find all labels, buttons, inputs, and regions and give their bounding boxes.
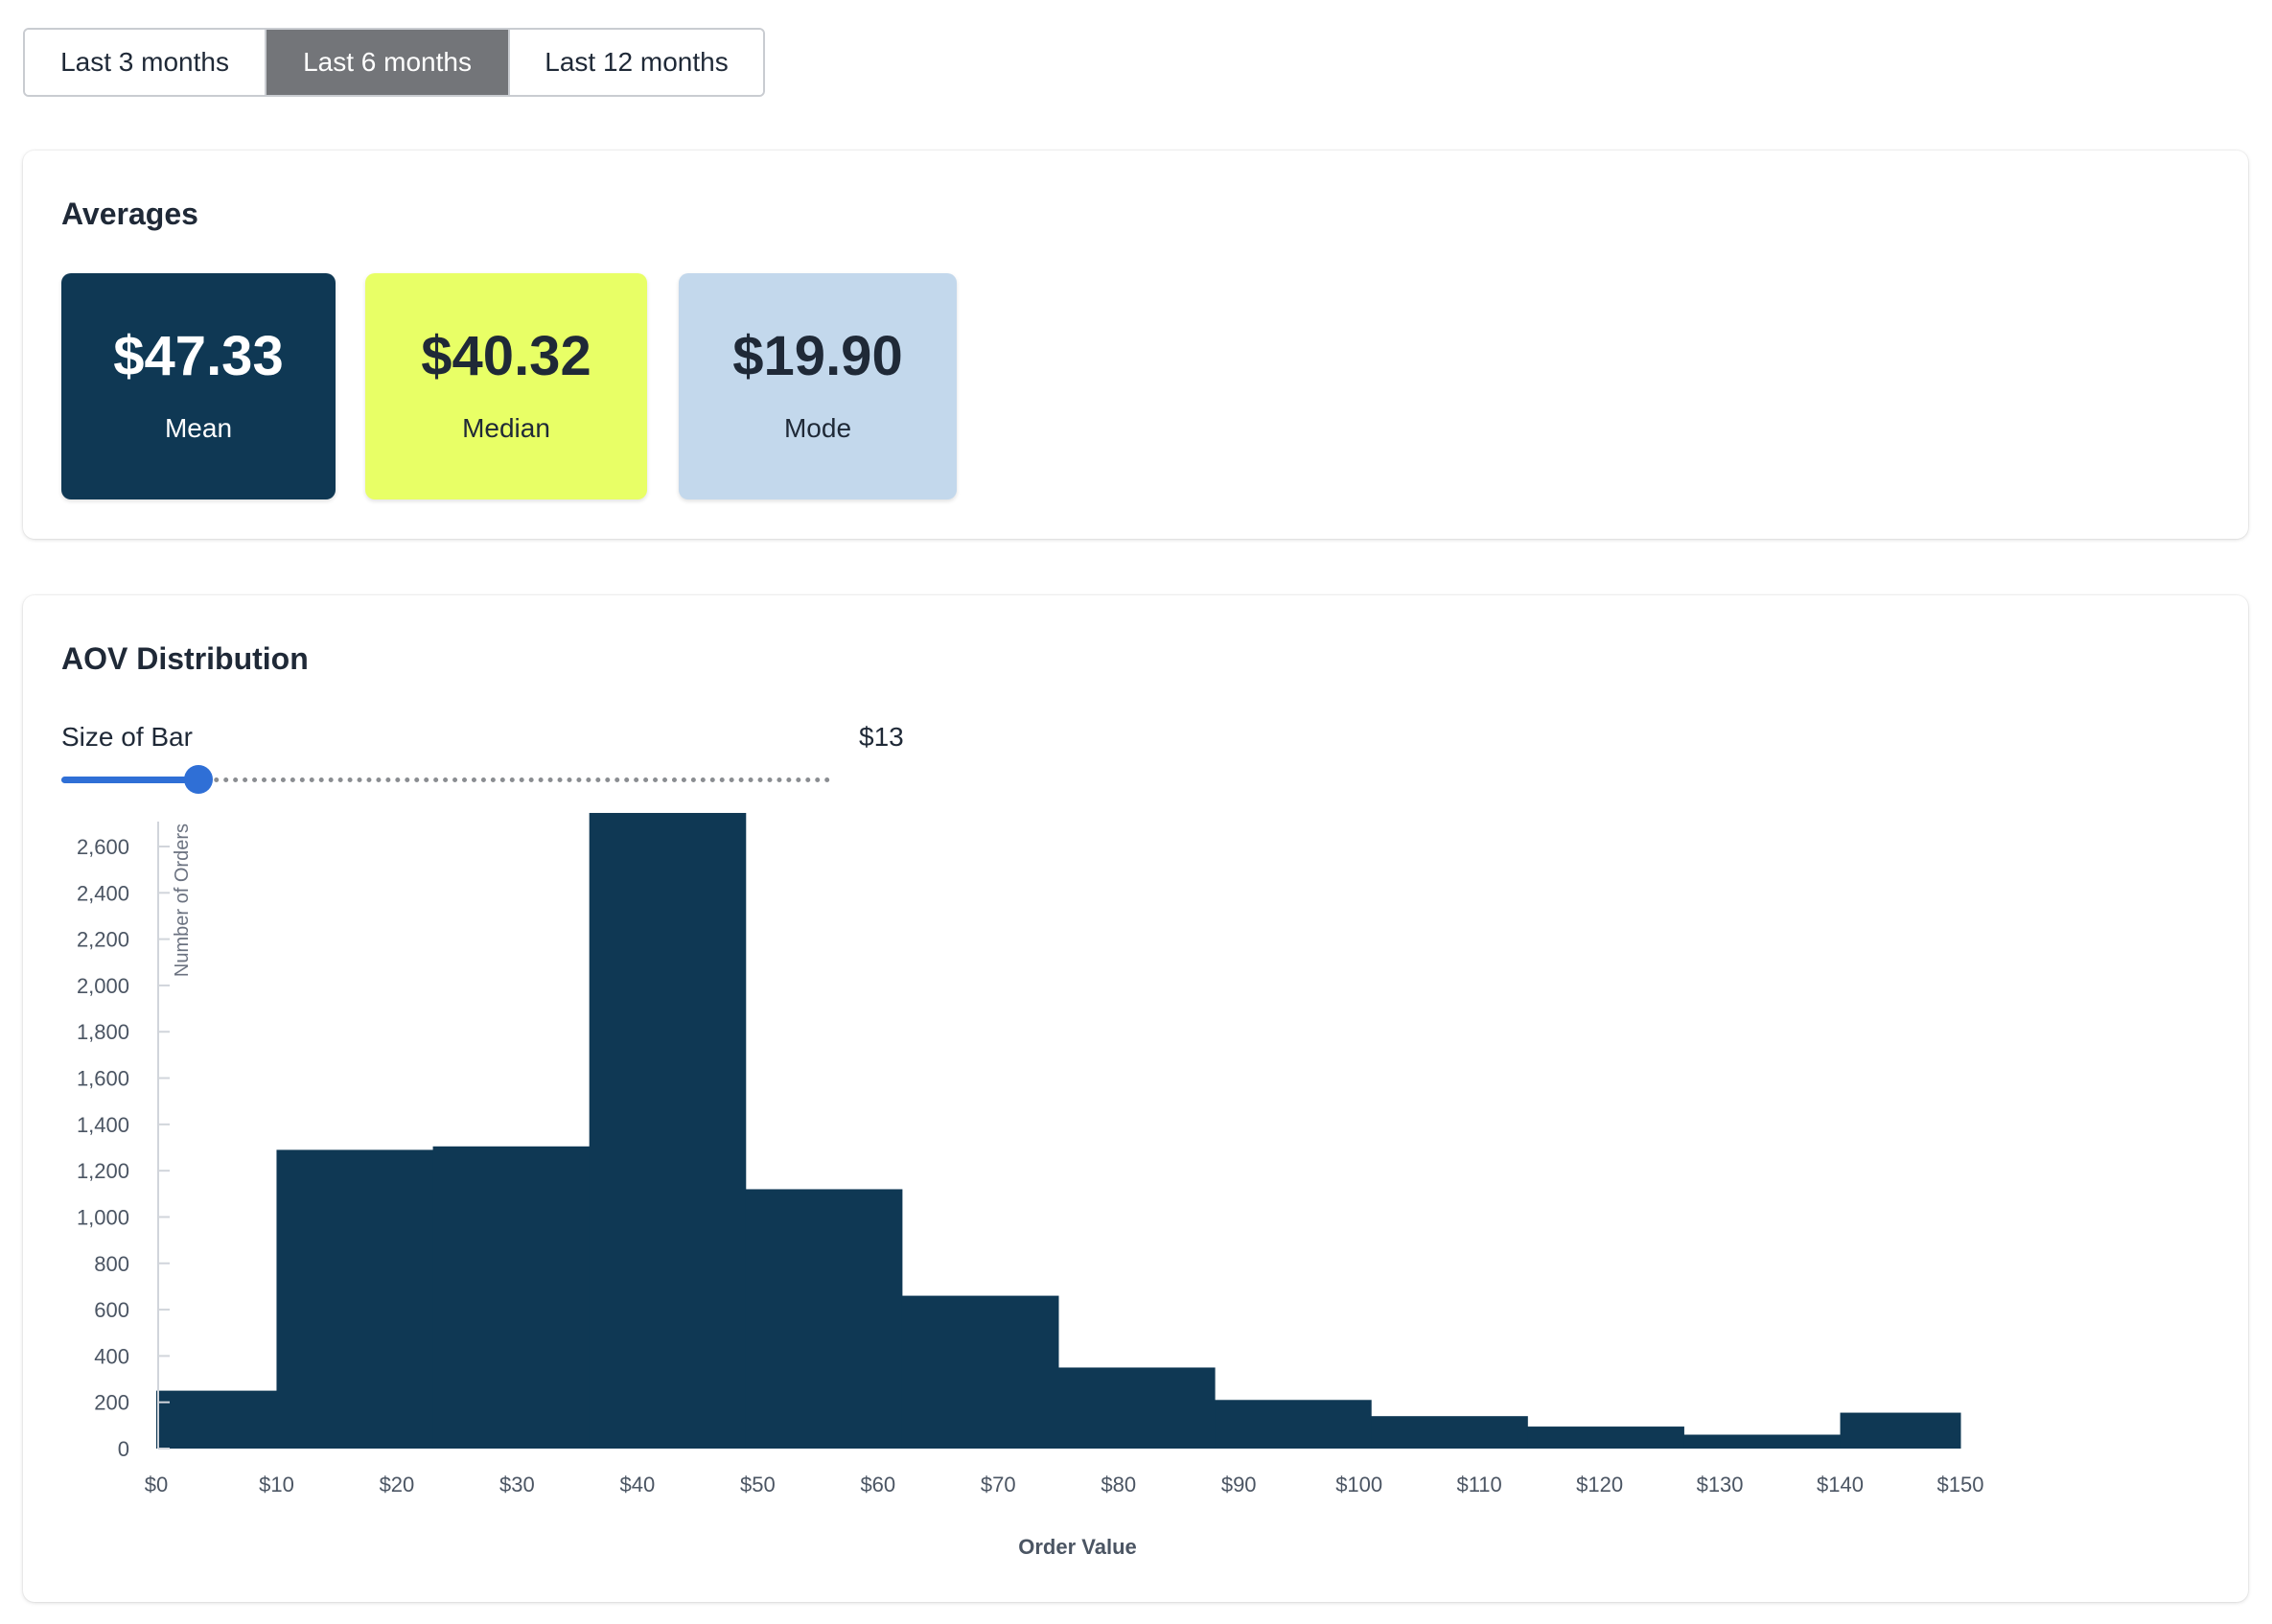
x-tick-label: $80 bbox=[1101, 1473, 1136, 1496]
x-tick-label: $70 bbox=[981, 1473, 1016, 1496]
histogram-bar bbox=[432, 1146, 591, 1449]
x-tick-label: $20 bbox=[380, 1473, 415, 1496]
histogram-bar bbox=[1527, 1427, 1684, 1449]
y-tick-label: 800 bbox=[94, 1252, 129, 1276]
histogram-bar bbox=[1840, 1412, 1961, 1449]
range-button-3-months[interactable]: Last 3 months bbox=[25, 30, 265, 95]
x-tick-label: $100 bbox=[1335, 1473, 1382, 1496]
histogram-bar bbox=[276, 1149, 434, 1449]
y-tick-label: 1,600 bbox=[77, 1067, 129, 1091]
range-button-12-months[interactable]: Last 12 months bbox=[508, 30, 763, 95]
histogram-bar bbox=[589, 812, 747, 1449]
histogram-bar bbox=[1371, 1416, 1528, 1449]
averages-card: Averages $47.33 Mean $40.32 Median $19.9… bbox=[23, 151, 2248, 539]
slider-fill bbox=[61, 777, 198, 783]
averages-title: Averages bbox=[61, 197, 198, 231]
median-value: $40.32 bbox=[421, 325, 591, 387]
aov-histogram-chart: 0 200 400 600 800 1,000 1,200 1,400 1,600 1,800 2,… bbox=[77, 812, 1984, 1559]
x-tick-label: $30 bbox=[499, 1473, 535, 1496]
y-tick-label: 2,000 bbox=[77, 974, 129, 998]
x-axis-title: Order Value bbox=[1018, 1535, 1137, 1559]
x-tick-label: $10 bbox=[259, 1473, 294, 1496]
histogram-bar bbox=[156, 1390, 277, 1449]
y-tick-label: 1,000 bbox=[77, 1205, 129, 1229]
mode-value: $19.90 bbox=[732, 325, 903, 387]
date-range-selector: Last 3 months Last 6 months Last 12 mont… bbox=[23, 28, 765, 97]
x-tick-label: $150 bbox=[1937, 1473, 1984, 1496]
mean-value: $47.33 bbox=[113, 325, 284, 387]
y-tick-label: 1,400 bbox=[77, 1113, 129, 1137]
x-tick-label: $110 bbox=[1456, 1473, 1501, 1496]
histogram-bar bbox=[1683, 1434, 1842, 1449]
mode-stat-tile: $19.90 Mode bbox=[679, 273, 957, 499]
slider-thumb[interactable] bbox=[183, 765, 213, 794]
y-tick-label: 2,200 bbox=[77, 928, 129, 952]
median-stat-tile: $40.32 Median bbox=[365, 273, 647, 499]
distribution-title: AOV Distribution bbox=[61, 641, 309, 676]
y-tick-label: 1,800 bbox=[77, 1020, 129, 1044]
x-tick-label: $130 bbox=[1697, 1473, 1744, 1496]
x-tick-label: $140 bbox=[1817, 1473, 1864, 1496]
x-tick-label: $60 bbox=[860, 1473, 895, 1496]
y-tick-label: 1,200 bbox=[77, 1159, 129, 1183]
y-tick-label: 200 bbox=[94, 1391, 129, 1415]
x-tick-label: $90 bbox=[1221, 1473, 1257, 1496]
y-tick-label: 2,600 bbox=[77, 835, 129, 859]
mode-label: Mode bbox=[783, 413, 852, 443]
x-tick-label: $50 bbox=[740, 1473, 776, 1496]
median-label: Median bbox=[462, 413, 550, 443]
histogram-bar bbox=[1215, 1400, 1372, 1449]
histogram-bar bbox=[745, 1189, 903, 1449]
x-tick-label: $0 bbox=[145, 1473, 168, 1496]
histogram-bar bbox=[901, 1295, 1059, 1449]
y-axis-title: Number of Orders bbox=[172, 824, 193, 977]
x-tick-label: $40 bbox=[620, 1473, 656, 1496]
slider-track[interactable] bbox=[61, 777, 830, 782]
bar-size-slider[interactable] bbox=[61, 760, 830, 799]
y-tick-label: 0 bbox=[118, 1437, 129, 1461]
aov-distribution-card: AOV Distribution Size of Bar $13 0 200 400… bbox=[23, 595, 2248, 1602]
y-tick-label: 400 bbox=[94, 1344, 129, 1368]
x-tick-label: $120 bbox=[1576, 1473, 1623, 1496]
histogram-bar bbox=[1058, 1367, 1216, 1449]
mean-stat-tile: $47.33 Mean bbox=[61, 273, 336, 499]
y-tick-label: 2,400 bbox=[77, 881, 129, 905]
bar-size-value: $13 bbox=[859, 722, 904, 752]
bar-size-label: Size of Bar bbox=[61, 722, 193, 752]
range-button-6-months[interactable]: Last 6 months bbox=[265, 30, 508, 95]
y-tick-label: 600 bbox=[94, 1298, 129, 1322]
mean-label: Mean bbox=[164, 413, 233, 443]
